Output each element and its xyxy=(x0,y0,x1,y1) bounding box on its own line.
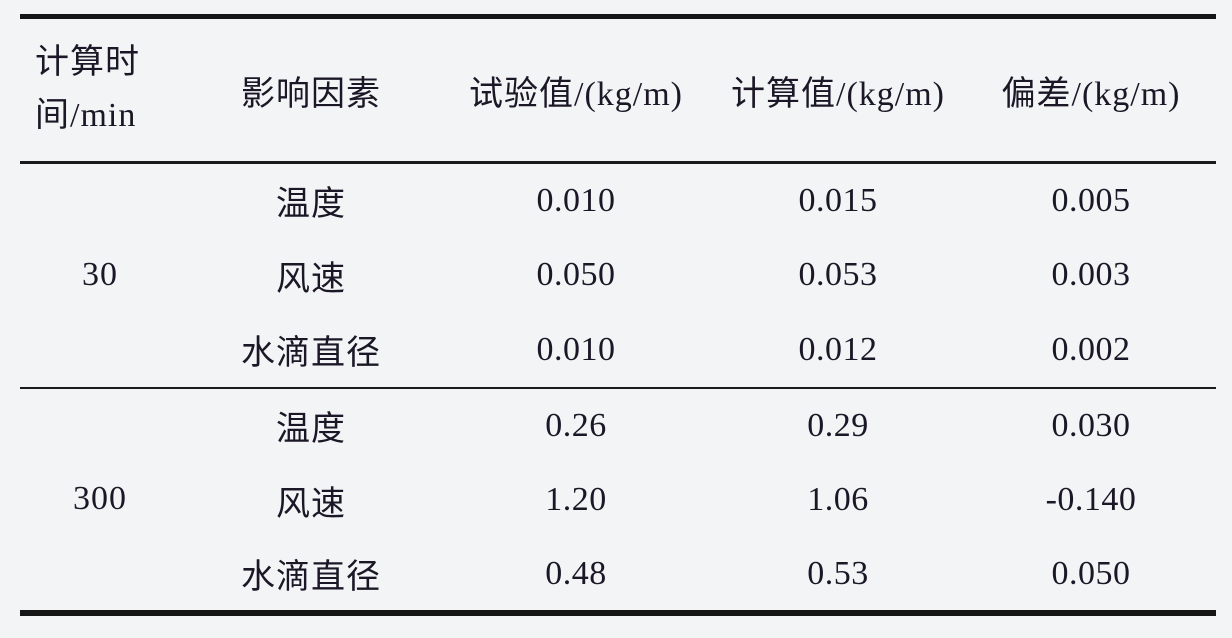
group-300: 300 温度 0.26 0.29 0.030 风速 1.20 1.06 -0.1… xyxy=(20,388,1216,613)
table-row: 风速 1.20 1.06 -0.140 xyxy=(20,463,1216,538)
test-value-cell: 0.050 xyxy=(536,256,616,293)
header-row: 计算时 间/min 影响因素 试验值/(kg/m) 计算值/(kg/m) 偏差/… xyxy=(20,16,1216,164)
factor-cell: 风速 xyxy=(276,260,346,298)
table-row: 300 温度 0.26 0.29 0.030 xyxy=(20,388,1216,518)
header-test-value: 试验值/(kg/m) xyxy=(442,16,710,164)
test-value-cell: 0.010 xyxy=(536,181,616,219)
time-cell-300: 300 xyxy=(73,480,127,517)
time-cell-30: 30 xyxy=(82,256,118,294)
deviation-table: 计算时 间/min 影响因素 试验值/(kg/m) 计算值/(kg/m) 偏差/… xyxy=(20,14,1216,616)
factor-cell: 水滴直径 xyxy=(241,559,381,596)
calc-value-cell: 1.06 xyxy=(807,481,869,518)
factor-cell: 水滴直径 xyxy=(241,335,381,372)
deviation-cell: 0.030 xyxy=(1051,406,1131,444)
header-time-line1: 计算时 xyxy=(35,44,140,82)
group-30: 30 温度 0.010 0.015 0.005 风速 0.050 0.053 0… xyxy=(20,163,1216,388)
test-value-cell: 0.010 xyxy=(536,330,616,368)
header-calc-value: 计算值/(kg/m) xyxy=(710,16,966,164)
factor-cell: 温度 xyxy=(276,411,346,448)
table-row: 风速 0.050 0.053 0.003 xyxy=(20,238,1216,313)
calc-value-cell: 0.29 xyxy=(807,406,869,444)
test-value-cell: 0.26 xyxy=(545,406,607,444)
test-value-cell: 1.20 xyxy=(545,481,607,518)
deviation-cell: 0.005 xyxy=(1051,181,1131,219)
header-time-line2: 间/min xyxy=(35,97,137,134)
table-row: 水滴直径 0.48 0.53 0.050 xyxy=(20,538,1216,613)
table-container: 计算时 间/min 影响因素 试验值/(kg/m) 计算值/(kg/m) 偏差/… xyxy=(20,14,1216,616)
header-deviation: 偏差/(kg/m) xyxy=(966,16,1216,164)
test-value-cell: 0.48 xyxy=(545,554,607,592)
deviation-cell: 0.002 xyxy=(1051,330,1131,368)
table-row: 水滴直径 0.010 0.012 0.002 xyxy=(20,313,1216,388)
calc-value-cell: 0.53 xyxy=(807,554,869,592)
calc-value-cell: 0.053 xyxy=(798,256,878,293)
deviation-cell: 0.003 xyxy=(1051,256,1131,293)
header-time: 计算时 间/min xyxy=(20,16,180,164)
calc-value-cell: 0.015 xyxy=(798,181,878,219)
deviation-cell: -0.140 xyxy=(1045,481,1137,518)
deviation-cell: 0.050 xyxy=(1051,554,1131,592)
factor-cell: 风速 xyxy=(276,485,346,523)
calc-value-cell: 0.012 xyxy=(798,330,878,368)
table-row: 30 温度 0.010 0.015 0.005 xyxy=(20,163,1216,294)
table-header: 计算时 间/min 影响因素 试验值/(kg/m) 计算值/(kg/m) 偏差/… xyxy=(20,16,1216,164)
factor-cell: 温度 xyxy=(276,186,346,224)
header-factor: 影响因素 xyxy=(180,16,442,164)
